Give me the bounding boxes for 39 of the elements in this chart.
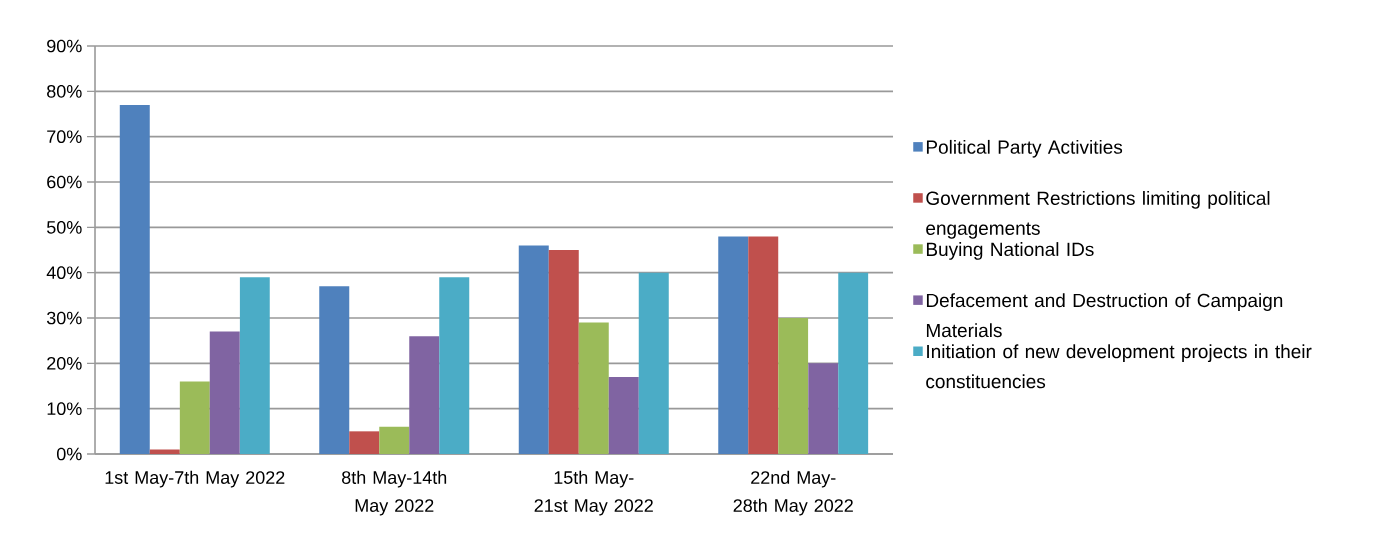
x-tick-label: 15th May-21st May 2022 [534, 470, 653, 516]
legend-label: Government Restrictions limiting political engagements [926, 191, 1270, 239]
bar [518, 245, 549, 454]
y-tick-label: 0% [56, 447, 82, 461]
bar [748, 236, 779, 454]
legend-label: Defacement and Destruction of Campaign Materials [926, 293, 1283, 338]
bar [608, 376, 639, 454]
x-tick-label: 1st May-7th May 2022 [105, 470, 285, 488]
y-tick-label: 80% [47, 84, 82, 98]
y-tick-label: 20% [47, 356, 82, 370]
y-tick-label: 70% [47, 130, 82, 144]
y-tick-label: 50% [46, 220, 82, 234]
bar [119, 104, 150, 454]
bar [349, 431, 380, 454]
bar [239, 277, 270, 454]
legend-label: Political Party Activities [926, 139, 1123, 158]
bar [548, 250, 579, 454]
bar [319, 286, 350, 454]
bar [778, 318, 809, 454]
legend-label: Initiation of new development projects in their constituencies [926, 344, 1312, 389]
bar [838, 272, 869, 454]
legend-label: Buying National IDs [926, 242, 1094, 260]
bar [718, 236, 749, 454]
bar [638, 272, 669, 454]
bar [439, 277, 470, 454]
bar [209, 331, 240, 454]
y-tick-label: 90% [47, 39, 82, 53]
y-tick-label: 30% [46, 311, 82, 325]
x-tick-label: 22nd May-28th May 2022 [733, 470, 853, 516]
bar [179, 381, 210, 454]
x-tick-label: 8th May-14th May 2022 [342, 470, 447, 516]
bar [578, 322, 609, 454]
y-tick-label: 10% [47, 402, 82, 416]
bar [149, 449, 180, 454]
y-tick-label: 60% [47, 175, 82, 189]
bar [808, 363, 839, 454]
bar [379, 426, 410, 454]
y-tick-label: 40% [46, 266, 82, 280]
bar [409, 336, 440, 454]
